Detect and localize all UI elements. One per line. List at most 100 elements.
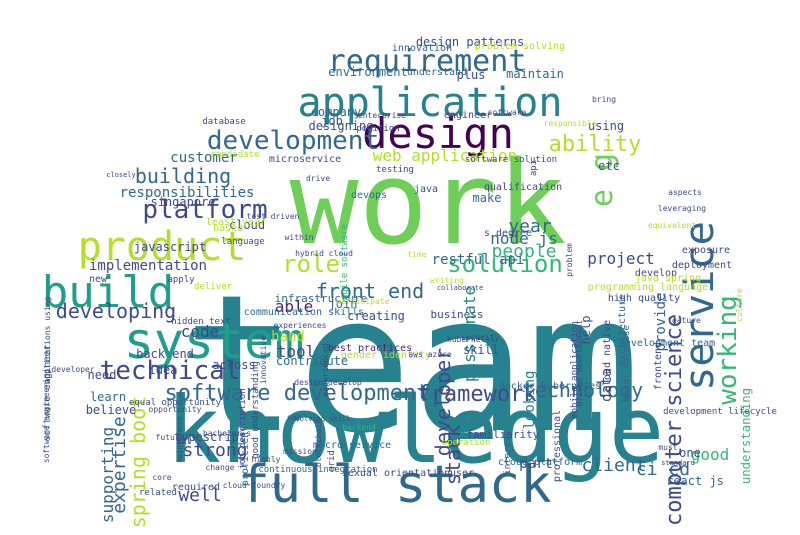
cloud-word-ability: ability: [549, 132, 642, 157]
cloud-word-solving-skill: solving skill: [296, 415, 351, 423]
cloud-word-standard: standard: [661, 459, 695, 467]
cloud-word-test-driven: test driven: [247, 212, 300, 221]
cloud-word-technology: technology: [523, 378, 643, 402]
cloud-word-understanding: understanding: [739, 388, 753, 484]
cloud-word-idea: idea: [149, 363, 178, 377]
cloud-word-problem-solving: problem solving: [475, 41, 565, 52]
cloud-word-related: related: [139, 488, 177, 498]
cloud-word-one: one: [679, 446, 701, 460]
cloud-word-able: able: [275, 297, 314, 316]
cloud-word-strong: strong: [182, 440, 247, 461]
cloud-word-contribute: contribute: [276, 354, 348, 368]
cloud-word-technical: technical: [100, 356, 241, 386]
cloud-word-programming-language: programming language: [588, 282, 708, 293]
cloud-word-mobile-application: mobile application: [570, 321, 580, 419]
cloud-word-aspects: aspects: [668, 188, 702, 197]
cloud-word-professional: professional: [552, 410, 563, 482]
cloud-word-team: team: [183, 254, 641, 475]
cloud-word-looking: looking: [522, 370, 538, 429]
cloud-word-sql: sql: [177, 437, 192, 446]
cloud-word-candidate: candidate: [211, 150, 260, 160]
cloud-word-code: code: [181, 322, 220, 341]
cloud-word-feature: feature: [667, 316, 701, 325]
cloud-word-enterprise: enterprise: [358, 111, 406, 120]
cloud-word-based: based: [213, 223, 243, 234]
cloud-word-continuous-integration: continuous integration: [258, 465, 377, 475]
cloud-word-supporting: supporting: [98, 427, 117, 523]
cloud-word-build: build: [42, 267, 174, 318]
cloud-word-collaborate: collaborate: [437, 284, 483, 292]
cloud-word-problem: problem: [565, 243, 574, 277]
cloud-word-core: core: [152, 473, 171, 482]
cloud-word-development-lifecycle: development lifecycle: [663, 407, 777, 417]
cloud-word-good-understanding: good understanding: [251, 361, 261, 459]
cloud-word-deployment: deployment: [672, 260, 732, 271]
cloud-word-stack: stack: [441, 425, 465, 485]
cloud-word-back-end: back end: [136, 347, 194, 361]
cloud-word-high-quality: high quality: [608, 293, 680, 304]
cloud-word-hidden-text: hidden text: [171, 317, 231, 327]
cloud-word-working: working: [713, 295, 743, 405]
cloud-word-ci-cd: ci cd: [636, 459, 690, 480]
cloud-word-best-practices: best practices: [328, 343, 412, 354]
cloud-word-database: database: [202, 117, 245, 127]
cloud-word-data: data: [599, 368, 615, 402]
cloud-word-aws-azure: aws azure: [408, 350, 452, 359]
cloud-word-part: part: [519, 456, 553, 472]
cloud-word-writing: writing: [430, 276, 464, 285]
cloud-word-business: business: [431, 308, 484, 321]
cloud-word-environment: environment: [328, 65, 407, 79]
cloud-word-deliver: deliver: [194, 282, 233, 292]
cloud-word-innovative: innovative: [259, 336, 268, 384]
cloud-word-must: must: [658, 443, 677, 452]
cloud-word-hand: hand: [271, 329, 305, 345]
cloud-word-client: client: [581, 455, 646, 476]
cloud-word-equivalent: equivalent: [648, 221, 696, 230]
cloud-word-work: work: [290, 137, 567, 271]
cloud-word-cloud: cloud: [229, 218, 265, 232]
cloud-word-typescript: typescript: [174, 430, 246, 444]
cloud-word-microservice: microservice: [269, 154, 341, 165]
cloud-word-e-g: e g: [585, 153, 620, 207]
cloud-word-across: across: [212, 358, 255, 372]
cloud-word-well: well: [178, 485, 221, 506]
cloud-word-api: api: [529, 160, 539, 176]
cloud-word-job: job: [321, 114, 343, 128]
cloud-word-good: good: [691, 445, 730, 464]
cloud-word-engineer: engineer: [444, 110, 492, 121]
cloud-word-closely: closely: [106, 171, 136, 179]
cloud-word-interest: interest: [503, 431, 513, 474]
cloud-word-operation: operation: [442, 438, 491, 448]
cloud-word-sap: sap: [287, 413, 302, 422]
cloud-word-service: service: [676, 221, 723, 391]
cloud-word-spring-boot: spring boot: [126, 396, 150, 528]
cloud-word-devops: devops: [351, 190, 387, 201]
cloud-word-java: java: [414, 184, 438, 195]
cloud-word-need: need: [88, 368, 117, 382]
cloud-word-solution: solution: [447, 250, 563, 278]
cloud-word-developing: developing: [56, 299, 176, 323]
cloud-word-framework: framework: [417, 382, 536, 407]
cloud-word-development-team: development team: [619, 338, 715, 349]
cloud-word-implementation: implementation: [89, 258, 207, 274]
cloud-word-equal-opportunity: equal opportunity: [129, 398, 222, 408]
cloud-word-restful-api: restful api: [432, 252, 525, 268]
cloud-word-communication-skills: communication skills: [244, 307, 364, 318]
cloud-word-blockchain: blockchain: [314, 419, 323, 467]
cloud-word-qualification: qualification: [484, 182, 562, 193]
cloud-word-agile-software: agile software: [340, 224, 350, 300]
cloud-word-participate: participate: [337, 297, 390, 306]
cloud-word-understand: understand: [407, 67, 467, 78]
cloud-word-make: make: [473, 191, 502, 205]
cloud-word-people: people: [491, 241, 556, 262]
cloud-word-micro-service: micro service: [313, 440, 391, 451]
cloud-word-platform: platform: [142, 195, 267, 225]
cloud-word-infrastructure: infrastructure: [275, 292, 368, 305]
cloud-word-user: user: [450, 468, 474, 479]
cloud-word-design-develop: design develop: [294, 378, 362, 387]
cloud-word-developer: developer: [431, 348, 455, 456]
cloud-word-mission: mission: [283, 447, 317, 456]
cloud-word-innovation: innovation: [392, 43, 452, 54]
